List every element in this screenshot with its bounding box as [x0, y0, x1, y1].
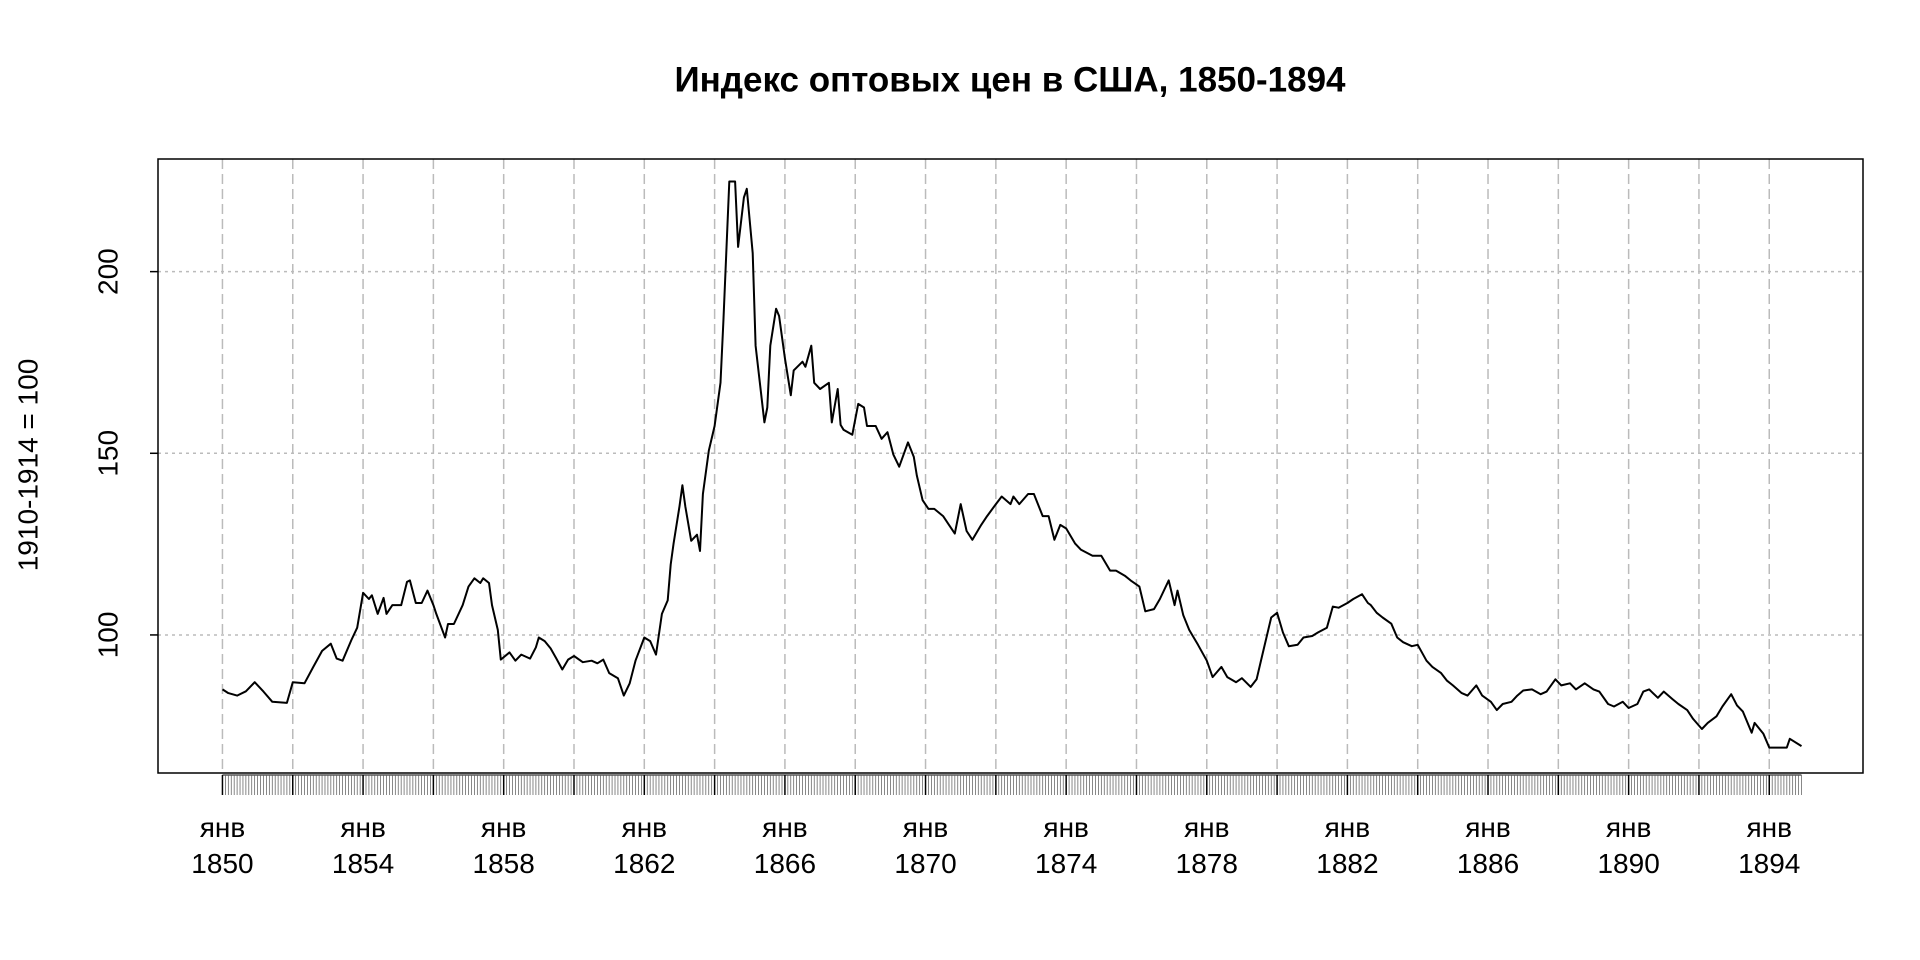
- x-tick-label: янв 1882: [1316, 812, 1378, 879]
- x-tick-label-line: янв: [1606, 812, 1652, 843]
- x-tick-label: янв 1862: [613, 812, 675, 879]
- data-line: [221, 180, 1803, 749]
- x-tick-label-line: янв: [762, 812, 808, 843]
- y-tick-label: 200: [92, 248, 123, 295]
- x-tick-label-line: янв: [622, 812, 668, 843]
- x-tick-label-line: 1870: [894, 848, 956, 879]
- x-tick-label-line: 1886: [1457, 848, 1519, 879]
- x-tick-label-line: 1854: [332, 848, 394, 879]
- x-tick-label-line: янв: [1747, 812, 1793, 843]
- x-tick-label-line: 1862: [613, 848, 675, 879]
- x-tick-label-line: янв: [481, 812, 527, 843]
- x-tick-label-line: янв: [1325, 812, 1371, 843]
- x-tick-label-line: янв: [200, 812, 246, 843]
- x-tick-label: янв 1878: [1176, 812, 1238, 879]
- y-tick-label: 150: [92, 430, 123, 477]
- x-tick-label-line: 1894: [1738, 848, 1800, 879]
- x-tick-label-line: 1874: [1035, 848, 1097, 879]
- x-tick-label-line: янв: [903, 812, 949, 843]
- y-tick-label: 100: [92, 612, 123, 659]
- x-tick-label-line: янв: [1043, 812, 1089, 843]
- x-tick-label-line: янв: [1465, 812, 1511, 843]
- x-tick-label-line: янв: [340, 812, 386, 843]
- y-axis-label: 1910-1914 = 100: [12, 359, 43, 572]
- x-tick-label: янв 1866: [754, 812, 816, 879]
- x-tick-label-line: янв: [1184, 812, 1230, 843]
- x-tick-label: янв 1870: [894, 812, 956, 879]
- x-tick-label-line: 1858: [473, 848, 535, 879]
- x-tick-label: янв 1850: [191, 812, 253, 879]
- x-tick-label: янв 1854: [332, 812, 394, 879]
- plot-frame: [157, 158, 1864, 774]
- x-tick-label-line: 1850: [191, 848, 253, 879]
- x-tick-label-line: 1878: [1176, 848, 1238, 879]
- x-tick-label-line: 1882: [1316, 848, 1378, 879]
- x-tick-label: янв 1894: [1738, 812, 1800, 879]
- x-tick-label: янв 1886: [1457, 812, 1519, 879]
- x-tick-label-line: 1890: [1597, 848, 1659, 879]
- chart-title: Индекс оптовых цен в США, 1850-1894: [674, 60, 1346, 99]
- x-tick-label: янв 1890: [1597, 812, 1659, 879]
- x-tick-label-line: 1866: [754, 848, 816, 879]
- x-tick-label: янв 1874: [1035, 812, 1097, 879]
- x-tick-label: янв 1858: [473, 812, 535, 879]
